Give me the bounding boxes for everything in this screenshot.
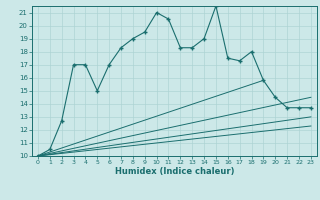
X-axis label: Humidex (Indice chaleur): Humidex (Indice chaleur) xyxy=(115,167,234,176)
